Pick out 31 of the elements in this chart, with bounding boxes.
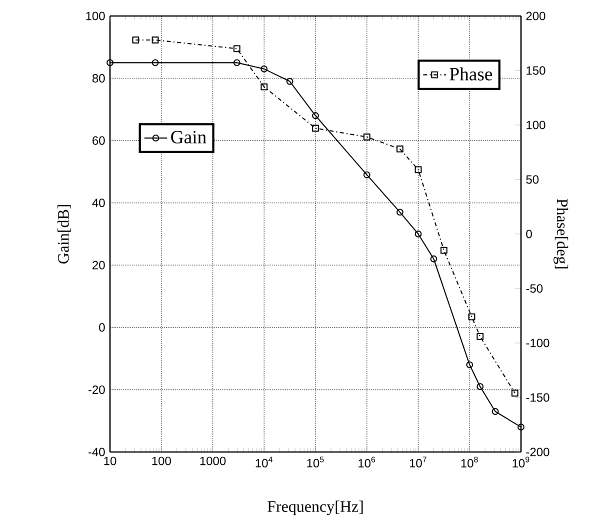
legend-label: Gain [171, 130, 206, 144]
y2-tick-label: 100 [526, 120, 546, 130]
y-tick-label: 20 [92, 260, 105, 270]
y2-tick-label: 150 [526, 66, 546, 75]
y2-tick-label: -50 [526, 284, 543, 293]
y2-tick-label: 50 [526, 175, 539, 184]
x-tick-label: 10$^{9}$ [512, 456, 530, 468]
y2-axis-title: Phase[deg] [554, 198, 568, 268]
y-tick-label: 100 [86, 12, 105, 20]
x-tick-label: 10 [104, 456, 116, 466]
y-tick-label: -40 [88, 448, 105, 456]
y-tick-label: 40 [92, 198, 105, 208]
y2-tick-label: -200 [526, 448, 550, 456]
y-tick-label: 0 [99, 323, 105, 332]
y2-tick-label: 200 [526, 12, 546, 20]
x-tick-label: 10$^{5}$ [307, 456, 324, 468]
x-tick-label: 1000 [200, 456, 226, 466]
x-tick-label: 10$^{4}$ [256, 456, 272, 468]
x-tick-label: 10$^{7}$ [410, 456, 426, 468]
y2-tick-label: -150 [526, 393, 550, 402]
y-tick-label: -20 [88, 385, 105, 394]
y2-tick-label: 0 [526, 230, 532, 238]
x-tick-label: 10$^{6}$ [358, 456, 376, 468]
y-tick-label: 80 [92, 74, 105, 83]
x-tick-label: 100 [152, 456, 171, 466]
y-axis-title: Gain[dB] [58, 204, 71, 264]
x-tick-label: 10$^{8}$ [461, 456, 478, 468]
y2-tick-label: -100 [526, 338, 550, 348]
y-tick-label: 60 [92, 136, 105, 145]
legend-label: Phase [450, 67, 492, 80]
x-axis-title: Frequency[Hz] [268, 500, 363, 516]
